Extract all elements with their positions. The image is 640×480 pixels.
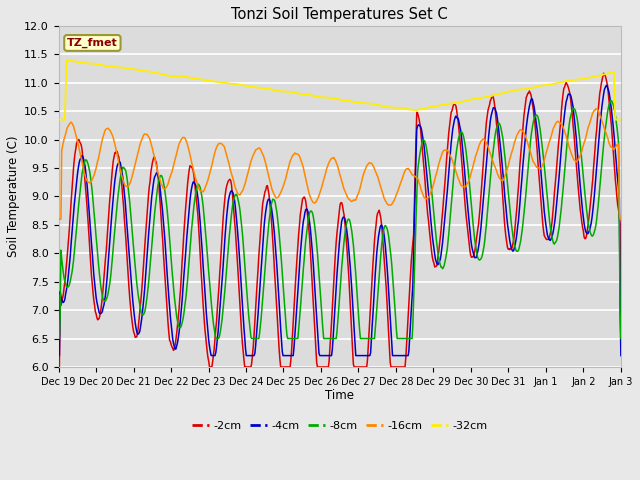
Title: Tonzi Soil Temperatures Set C: Tonzi Soil Temperatures Set C: [232, 7, 448, 22]
Y-axis label: Soil Temperature (C): Soil Temperature (C): [7, 136, 20, 257]
X-axis label: Time: Time: [325, 389, 354, 402]
Legend: -2cm, -4cm, -8cm, -16cm, -32cm: -2cm, -4cm, -8cm, -16cm, -32cm: [188, 417, 492, 436]
Text: TZ_fmet: TZ_fmet: [67, 38, 118, 48]
